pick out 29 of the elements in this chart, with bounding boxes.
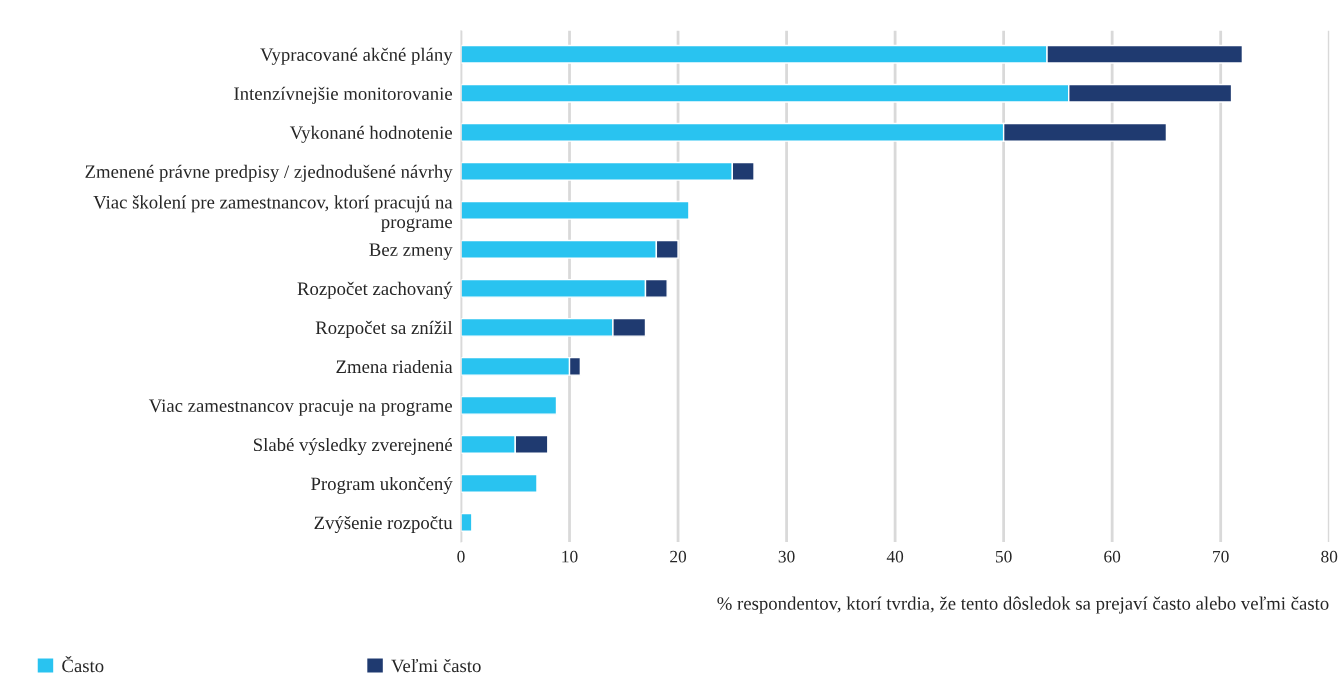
y-tick-label: Slabé výsledky zverejnené — [253, 437, 452, 455]
y-tick-label: Bez zmeny — [369, 243, 453, 260]
legend-label: Často — [62, 655, 104, 673]
x-tick-label: 40 — [886, 550, 904, 563]
bar — [460, 200, 690, 220]
legend-label: Veľmi často — [391, 658, 481, 673]
y-tick-label: Rozpočet zachovaný — [297, 281, 453, 299]
x-tick-label: 0 — [457, 550, 465, 563]
y-tick-label: Viac školení pre zamestnancov, ktorí pracujú na programe — [93, 195, 453, 233]
x-tick-label: 30 — [778, 550, 795, 563]
y-tick-label: Zmenené právne predpisy / zjednodušené návrhy — [85, 164, 453, 182]
y-tick-label: Intenzívnejšie monitorovanie — [234, 86, 453, 104]
x-axis-title: % respondentov, ktorí tvrdia, že tento dôsledok sa prejaví často alebo veľmi často — [717, 596, 1329, 614]
y-tick-label: Viac zamestnancov pracuje na programe — [148, 399, 452, 416]
x-tick-label: 70 — [1213, 550, 1229, 563]
bar — [460, 395, 558, 415]
y-tick-label: Zvýšenie rozpočtu — [314, 515, 453, 533]
x-tick-label: 10 — [562, 550, 578, 563]
y-tick-label: Vykonané hodnotenie — [289, 125, 453, 143]
x-tick-label: 20 — [670, 550, 687, 563]
x-tick-label: 50 — [995, 550, 1012, 563]
y-tick-label: Vypracované akčné plány — [260, 47, 453, 65]
y-tick-label: Program ukončený — [311, 476, 453, 494]
bar — [460, 512, 473, 532]
x-tick-label: 60 — [1104, 550, 1121, 563]
bar — [460, 473, 538, 493]
y-tick-label: Zmena riadenia — [336, 359, 453, 374]
y-tick-label: Rozpočet sa znížil — [315, 320, 453, 338]
x-tick-label: 80 — [1321, 550, 1338, 563]
